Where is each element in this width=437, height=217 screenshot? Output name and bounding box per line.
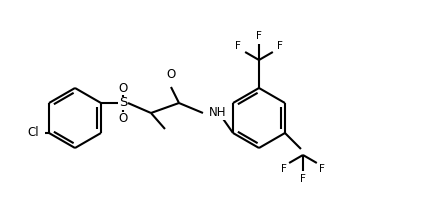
Text: F: F [235,41,241,51]
Text: NH: NH [209,107,226,120]
Text: F: F [256,31,262,41]
Text: O: O [118,82,128,94]
Text: F: F [319,164,326,174]
Text: O: O [118,112,128,125]
Text: S: S [119,97,127,110]
Text: O: O [166,68,176,81]
Text: F: F [300,174,306,184]
Text: Cl: Cl [28,127,39,140]
Text: F: F [281,164,286,174]
Text: F: F [277,41,283,51]
